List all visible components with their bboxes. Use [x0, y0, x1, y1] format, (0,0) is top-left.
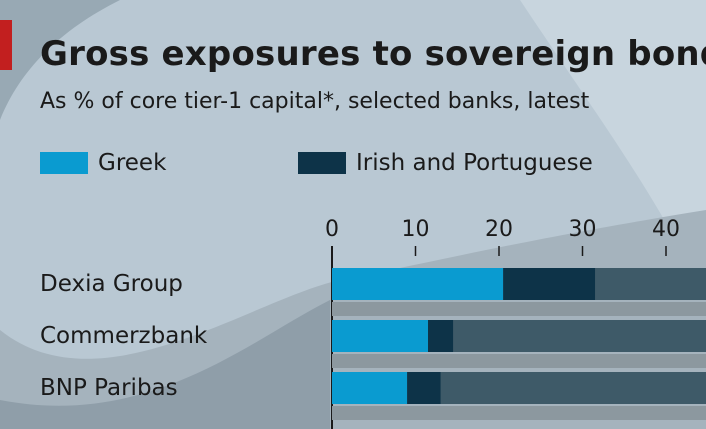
bar-irish-portuguese	[428, 320, 454, 352]
chart-subtitle: As % of core tier-1 capital*, selected b…	[40, 89, 590, 114]
legend-item-greek: Greek	[40, 150, 166, 176]
background-shape	[0, 300, 330, 429]
accent-stripe	[0, 20, 12, 70]
chart-title: Gross exposures to sovereign bonds	[40, 34, 706, 74]
x-tick-label: 0	[325, 217, 339, 242]
row-track	[332, 302, 706, 316]
bar-greek	[332, 268, 504, 300]
background-shape	[0, 0, 120, 120]
bar-irish-portuguese	[407, 372, 441, 404]
row-track	[332, 406, 706, 420]
bars-group	[332, 268, 706, 420]
legend-swatch-greek	[40, 152, 88, 174]
legend-label-greek: Greek	[98, 150, 167, 176]
row-track	[332, 354, 706, 368]
legend-label-irish-portuguese: Irish and Portuguese	[356, 150, 593, 176]
bar-greek	[332, 372, 408, 404]
category-label: Dexia Group	[40, 271, 183, 297]
bar-irish-portuguese	[503, 268, 596, 300]
x-tick-label: 30	[569, 217, 597, 242]
category-label: Commerzbank	[40, 323, 208, 349]
x-tick-label: 40	[652, 217, 680, 242]
legend-item-irish-portuguese: Irish and Portuguese	[298, 150, 593, 176]
x-tick-label: 10	[402, 217, 430, 242]
background-shape	[520, 0, 706, 300]
bar-greek	[332, 320, 429, 352]
legend-swatch-irish-portuguese	[298, 152, 346, 174]
category-label: BNP Paribas	[40, 375, 178, 401]
x-tick-label: 20	[485, 217, 513, 242]
